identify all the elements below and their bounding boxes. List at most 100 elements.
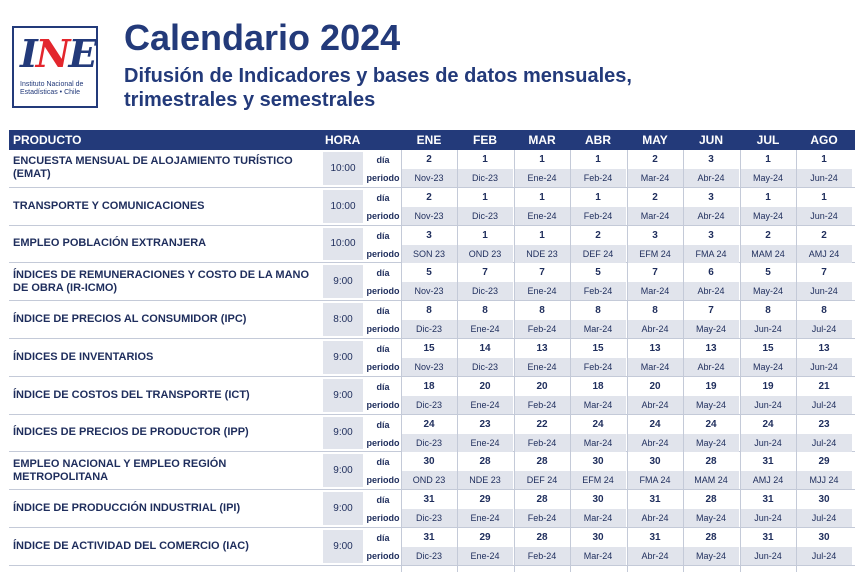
product-name: EMPLEO POBLACIÓN EXTRANJERA	[9, 225, 321, 263]
reference-period: Feb-24	[570, 282, 626, 301]
release-day: 23	[457, 415, 513, 434]
logo-letter-n: N	[35, 31, 71, 76]
product-name: ÍNDICE DE ACTIVIDAD DEL COMERCIO (IAC)	[9, 527, 321, 565]
release-day: 8	[401, 302, 457, 321]
dia-label: día	[376, 306, 390, 317]
reference-period: Jun-24	[740, 546, 796, 565]
release-day: 6	[683, 264, 739, 283]
reference-period: Ene-24	[457, 433, 513, 452]
release-day: 30	[627, 453, 683, 472]
periodo-label: periodo	[366, 210, 400, 221]
reference-period: May-24	[683, 546, 739, 565]
table-row: EMPLEO NACIONAL Y EMPLEO REGIÓN METROPOL…	[9, 452, 855, 491]
subtitle-line2: trimestrales y semestrales	[124, 89, 376, 111]
reference-period: DEF 24	[514, 471, 570, 490]
reference-period: Abr-24	[627, 433, 683, 452]
release-day: 28	[683, 491, 739, 510]
table-row: TRANSPORTE Y COMUNICACIONES 10:00 día perio…	[9, 187, 855, 226]
header-month-jul: JUL	[756, 133, 780, 147]
table-row: ÍNDICES DE INVENTARIOS 9:00 día periodo 15 No…	[9, 338, 855, 377]
column-divider	[570, 150, 571, 572]
release-day: 29	[457, 491, 513, 510]
reference-period: Ene-24	[514, 282, 570, 301]
logo-caption-line2: Estadísticas • Chile	[20, 89, 81, 96]
release-day: 2	[570, 226, 626, 245]
product-name: ÍNDICES DE REMUNERACIONES Y COSTO DE LA …	[9, 263, 321, 301]
release-day: 30	[570, 491, 626, 510]
release-day: 21	[796, 377, 852, 396]
reference-period: Dic-23	[401, 509, 457, 528]
reference-period: OND 23	[457, 244, 513, 263]
release-day: 1	[514, 188, 570, 207]
reference-period: FMA 24	[627, 471, 683, 490]
release-day: 8	[740, 302, 796, 321]
reference-period: May-24	[683, 320, 739, 339]
release-day: 3	[683, 188, 739, 207]
release-day: 2	[740, 226, 796, 245]
header-month-ago: AGO	[810, 133, 838, 147]
release-time: 9:00	[323, 378, 363, 412]
release-day: 1	[570, 151, 626, 169]
release-day: 3	[401, 226, 457, 245]
dia-label: día	[376, 268, 390, 279]
release-day: 8	[627, 302, 683, 321]
reference-period: Feb-24	[570, 169, 626, 187]
periodo-label: periodo	[366, 286, 400, 297]
reference-period: EFM 24	[627, 244, 683, 263]
reference-period: May-24	[683, 395, 739, 414]
release-day: 28	[514, 453, 570, 472]
release-day: 18	[401, 377, 457, 396]
release-day: 2	[796, 226, 852, 245]
reference-period: Ene-24	[457, 320, 513, 339]
release-day: 1	[457, 151, 513, 169]
reference-period: AMJ 24	[796, 244, 852, 263]
column-divider	[457, 150, 458, 572]
release-day: 29	[796, 453, 852, 472]
reference-period: AMJ 24	[740, 471, 796, 490]
release-day: 31	[740, 491, 796, 510]
logo-caption-line1: Instituto Nacional de	[20, 81, 84, 88]
release-day: 15	[570, 339, 626, 358]
ine-logo: INE Instituto Nacional de Estadísticas •…	[12, 26, 98, 108]
release-day: 2	[627, 151, 683, 169]
reference-period: May-24	[683, 433, 739, 452]
reference-period: EFM 24	[570, 471, 626, 490]
release-day: 3	[683, 151, 739, 169]
reference-period: Ene-24	[457, 546, 513, 565]
release-day: 13	[683, 339, 739, 358]
column-divider	[740, 150, 741, 572]
reference-period: Abr-24	[683, 357, 739, 376]
release-day: 31	[401, 528, 457, 547]
release-day: 20	[627, 377, 683, 396]
dia-label: día	[376, 343, 390, 354]
release-day: 31	[627, 491, 683, 510]
reference-period: Abr-24	[627, 546, 683, 565]
column-divider	[627, 150, 628, 572]
release-time: 9:00	[323, 340, 363, 374]
release-day: 23	[796, 415, 852, 434]
release-day: 28	[457, 453, 513, 472]
reference-period: Dic-23	[401, 395, 457, 414]
release-day: 1	[514, 151, 570, 169]
release-time: 8:00	[323, 303, 363, 336]
release-day: 20	[457, 377, 513, 396]
release-day: 5	[570, 264, 626, 283]
reference-period: May-24	[740, 282, 796, 301]
release-day: 7	[457, 264, 513, 283]
header-hora: HORA	[325, 133, 361, 147]
release-time: 10:00	[323, 152, 363, 185]
schedule-table: ENCUESTA MENSUAL DE ALOJAMIENTO TURÍSTIC…	[9, 150, 855, 566]
subtitle-line1: Difusión de Indicadores y bases de datos…	[124, 65, 632, 87]
reference-period: Ene-24	[457, 509, 513, 528]
reference-period: Mar-24	[627, 169, 683, 187]
reference-period: May-24	[740, 206, 796, 225]
reference-period: Dic-23	[401, 546, 457, 565]
release-day: 29	[457, 528, 513, 547]
periodo-label: periodo	[366, 513, 400, 524]
release-day: 28	[514, 491, 570, 510]
column-divider	[796, 150, 797, 572]
reference-period: May-24	[740, 169, 796, 187]
page-subtitle: Difusión de Indicadores y bases de datos…	[124, 64, 724, 112]
reference-period: Dic-23	[401, 433, 457, 452]
dia-label: día	[376, 532, 390, 543]
